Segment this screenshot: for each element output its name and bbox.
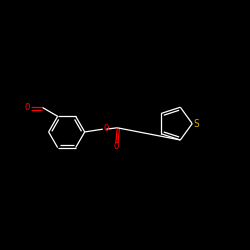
Text: O: O [104,124,109,134]
Text: O: O [24,103,30,112]
Text: S: S [194,118,200,128]
Text: O: O [113,142,118,152]
